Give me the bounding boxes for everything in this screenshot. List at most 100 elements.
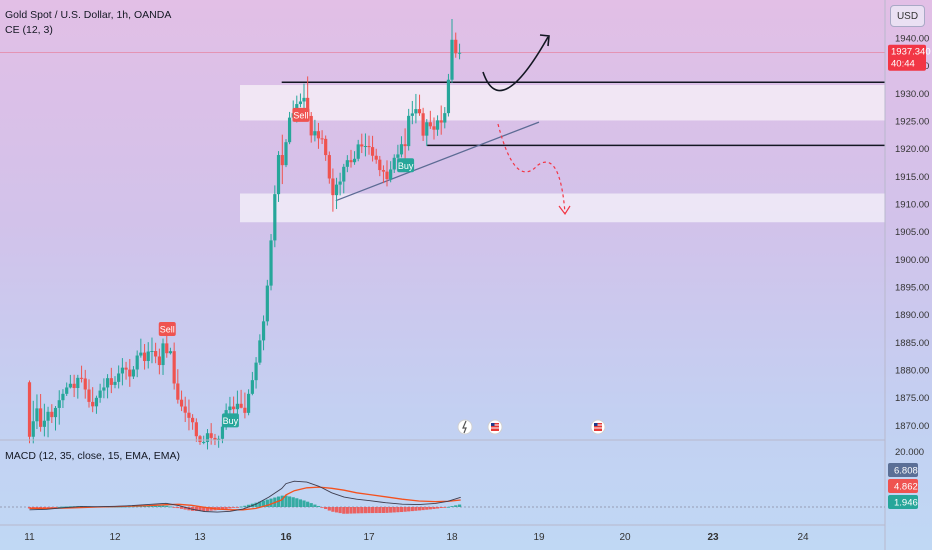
price-axis-label: 1890.00	[895, 310, 929, 321]
macd-histogram-bar	[396, 507, 400, 513]
macd-histogram-bar	[254, 502, 258, 507]
candle	[334, 177, 339, 210]
signal-buy: Buy	[221, 413, 239, 428]
candle	[280, 134, 284, 185]
macd-histogram-bar	[334, 507, 339, 513]
candle	[205, 429, 210, 450]
candle	[157, 348, 161, 375]
candle	[139, 338, 143, 358]
macd-histogram-bar	[425, 507, 429, 510]
macd-histogram-bar	[27, 507, 32, 509]
candle	[342, 163, 346, 194]
macd-histogram-bar	[345, 507, 349, 514]
macd-histogram-bar	[243, 505, 247, 507]
candle	[168, 347, 173, 355]
projection-up-arrow	[482, 36, 549, 92]
macd-histogram-bar	[224, 507, 228, 509]
price-axis-label: 1920.00	[895, 144, 929, 155]
candle	[105, 374, 110, 399]
candle	[154, 342, 158, 364]
candle	[331, 168, 335, 212]
candle	[381, 165, 386, 184]
macd-histogram-bar	[61, 506, 65, 508]
trendline	[335, 121, 540, 202]
macd-histogram-bar	[378, 507, 382, 514]
candle	[345, 155, 349, 173]
candle	[254, 357, 258, 389]
macd-histogram-bar	[352, 507, 357, 514]
macd-histogram-bar	[205, 507, 210, 511]
macd-histogram-bar	[135, 506, 139, 508]
signal-buy: Buy	[397, 158, 415, 173]
us-flag-event-icon	[487, 419, 503, 435]
macd-histogram-bar	[50, 507, 54, 508]
macd-histogram-bar	[313, 504, 317, 507]
candle	[228, 396, 232, 414]
macd-histogram-bar	[370, 507, 375, 514]
candle	[102, 378, 106, 399]
time-axis-label: 20	[619, 532, 631, 543]
macd-histogram-bar	[198, 507, 202, 512]
candle	[61, 389, 65, 408]
candle	[50, 404, 54, 423]
macd-histogram-bar	[291, 497, 295, 507]
macd-histogram-bar	[407, 507, 411, 512]
candle	[131, 366, 136, 379]
price-axis-label: 1940.00	[895, 34, 929, 45]
macd-histogram-bar	[228, 507, 232, 509]
price-axis-label: 1875.00	[895, 393, 929, 404]
candle	[79, 365, 84, 383]
currency-button[interactable]: USD	[890, 5, 925, 27]
symbol-title: Gold Spot / U.S. Dollar, 1h, OANDA	[5, 9, 172, 21]
candle	[250, 371, 254, 396]
candle	[65, 382, 69, 396]
macd-histogram-bar	[183, 507, 187, 510]
candle	[27, 380, 32, 444]
us-flag-event-icon	[590, 419, 606, 435]
candle	[42, 403, 46, 437]
signal-sell: Sell	[158, 322, 176, 337]
candle	[117, 365, 121, 389]
macd-histogram-bar	[35, 507, 39, 509]
macd-histogram-bar	[435, 507, 440, 509]
macd-histogram-bar	[57, 506, 61, 508]
macd-value-text: 1.946	[894, 498, 918, 509]
candle	[179, 390, 184, 412]
candle	[367, 135, 371, 155]
macd-histogram-bar	[146, 505, 150, 507]
macd-histogram-bar	[374, 507, 378, 514]
candle	[378, 155, 382, 177]
candle	[161, 338, 165, 375]
macd-histogram-bar	[443, 507, 447, 508]
macd-histogram-bar	[421, 507, 425, 511]
candle	[313, 119, 317, 142]
macd-histogram-bar	[446, 506, 451, 508]
macd-histogram-bar	[232, 507, 236, 508]
candle	[142, 344, 147, 370]
macd-histogram-bar	[360, 507, 364, 514]
candle	[338, 172, 342, 196]
time-axis-label: 24	[797, 532, 809, 543]
candle	[187, 399, 191, 431]
macd-histogram-bar	[432, 507, 436, 509]
macd-histogram-bar	[454, 505, 458, 507]
macd-histogram-bar	[342, 507, 346, 514]
macd-histogram-bar	[287, 496, 292, 507]
macd-histogram-bar	[306, 501, 310, 507]
macd-histogram-bar	[157, 505, 161, 507]
candle	[68, 374, 72, 389]
candle	[450, 19, 454, 83]
candle	[243, 392, 247, 419]
candle	[194, 418, 198, 442]
candle	[113, 376, 117, 389]
candle	[53, 405, 58, 431]
macd-histogram-bar	[327, 507, 331, 511]
candle	[258, 334, 262, 365]
macd-histogram-bar	[385, 507, 389, 513]
macd-value-badge	[888, 495, 918, 509]
macd-histogram-bar	[338, 507, 342, 514]
macd-histogram-bar	[235, 507, 240, 508]
macd-histogram-bar	[161, 505, 165, 507]
macd-histogram-bar	[410, 507, 414, 512]
time-axis-label: 23	[707, 532, 719, 543]
